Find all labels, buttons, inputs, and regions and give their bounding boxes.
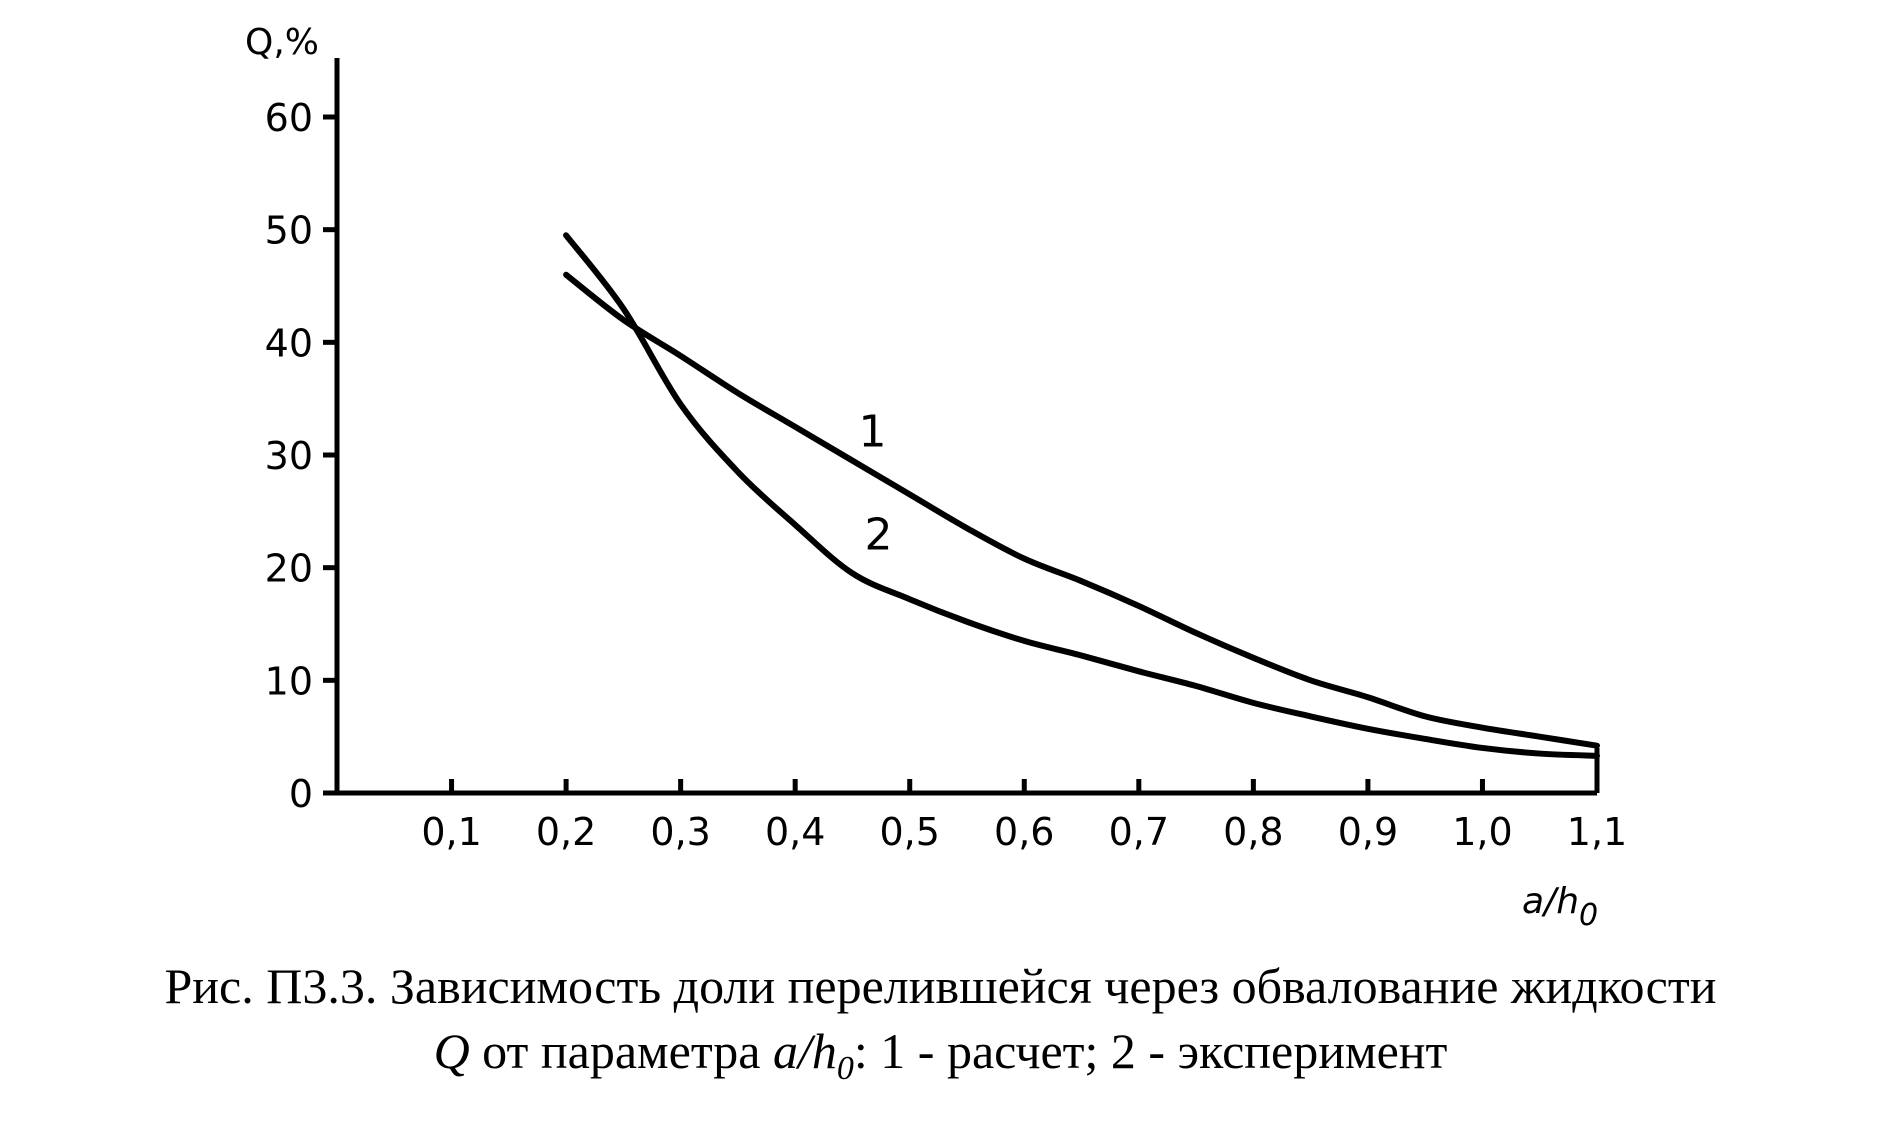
y-tick-label: 30 [265,434,313,478]
caption-param-sub: 0 [836,1050,854,1087]
chart-plot: 0,1 0,2 0,3 0,4 0,5 0,6 0,7 0,8 0,9 1,0 1,1 010203… [245,22,1627,933]
y-axis-ticks: 0 10 20 30 40 50 60 [265,96,337,816]
caption-end-text: : 1 - расчет; 2 - эксперимент [853,1023,1448,1079]
x-tick-label: 0,9 [1338,810,1398,854]
caption-mid-text: от параметра [469,1023,773,1079]
x-axis-ticks: 0,1 0,2 0,3 0,4 0,5 0,6 0,7 0,8 0,9 1,0 1,1 [421,779,1627,854]
x-tick-label: 1,0 [1452,810,1512,854]
x-tick-label: 0,4 [765,810,825,854]
y-tick-label: 20 [265,547,313,591]
x-tick-label: 0,7 [1109,810,1169,854]
caption-param: a/h [773,1023,837,1079]
x-tick-label: 0,5 [880,810,940,854]
caption-q-symbol: Q [433,1023,470,1079]
chart-curves: 12 [563,232,1600,759]
x-axis-title-sub: 0 [1579,898,1598,933]
x-tick-label: 0,1 [421,810,481,854]
series-1-label: 1 [858,407,886,458]
x-tick-label: 0,6 [994,810,1054,854]
x-tick-label: 0,3 [650,810,710,854]
x-tick-label: 1,1 [1567,810,1627,854]
y-tick-label: 60 [265,96,313,140]
y-axis-title: Q,% [245,22,319,63]
figure-caption-line-2: Q от параметра a/h0: 1 - расчет; 2 - экс… [0,1020,1881,1100]
x-axis-title: a/h0 [1522,881,1598,933]
series-2-label: 2 [864,509,892,560]
y-tick-label: 0 [289,772,313,816]
x-tick-label: 0,8 [1223,810,1283,854]
y-tick-label: 50 [265,209,313,253]
series-2-line [563,232,1600,759]
x-tick-label: 0,2 [536,810,596,854]
y-tick-label: 40 [265,321,313,365]
series-1-line [563,271,1600,749]
chart-axes [334,58,1600,796]
x-axis-title-main: a/h [1522,881,1579,922]
figure-caption-line-1: Рис. П3.3. Зависимость доли перелившейся… [164,958,1717,1014]
y-tick-label: 10 [265,659,313,703]
